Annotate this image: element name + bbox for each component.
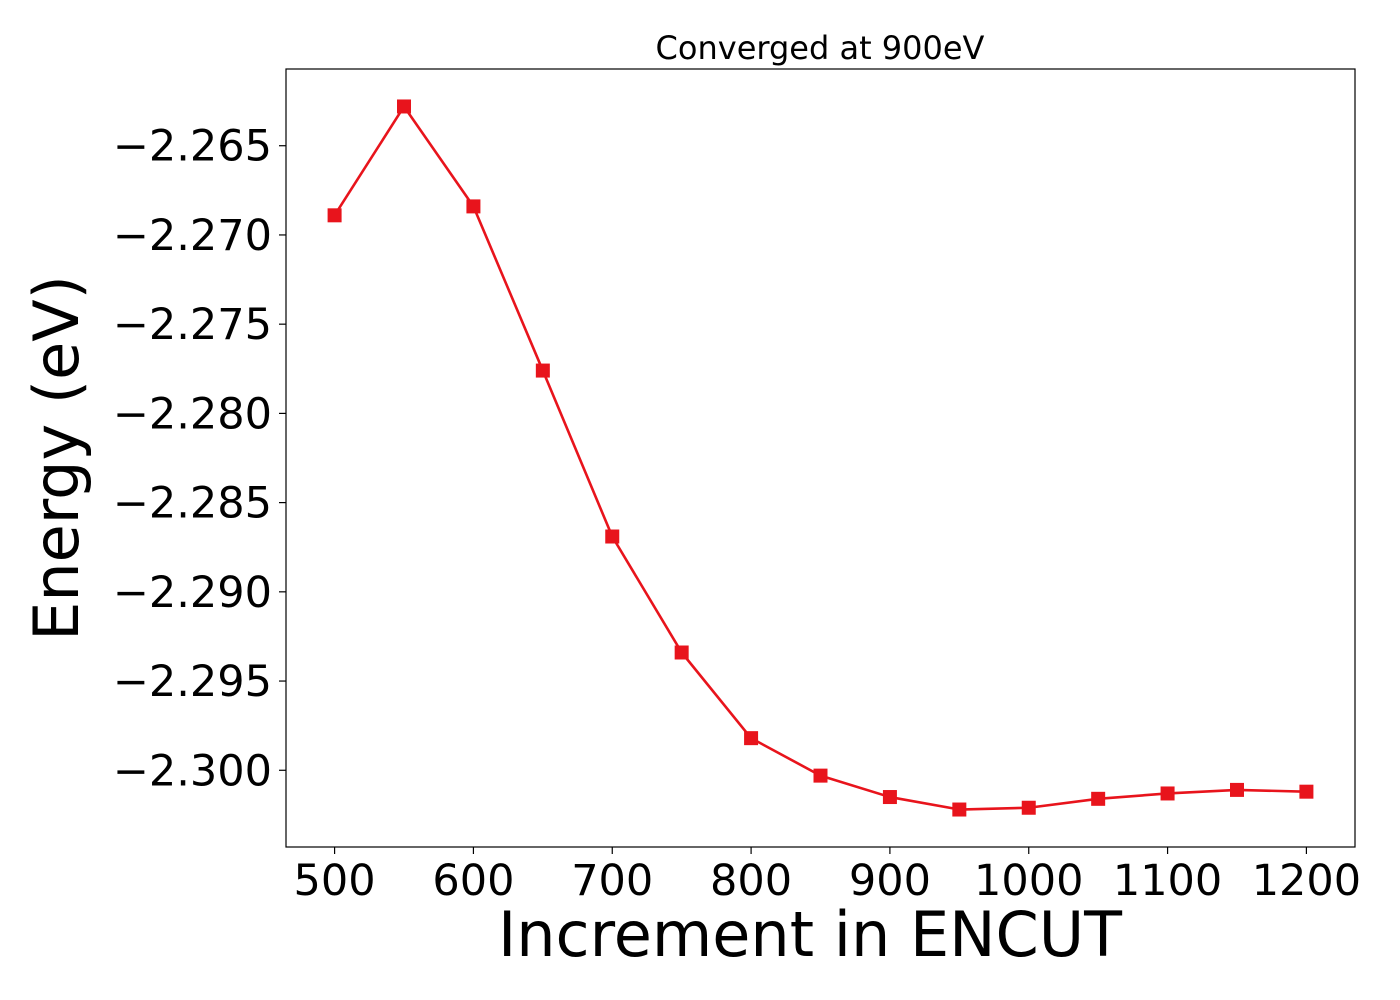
y-tick-label: −2.275 <box>113 300 272 350</box>
data-point <box>1021 800 1036 815</box>
y-tick-label: −2.280 <box>113 389 272 439</box>
data-point <box>813 768 828 783</box>
data-point <box>1160 786 1175 801</box>
x-tick-label: 1000 <box>974 856 1083 906</box>
data-point <box>744 731 759 746</box>
x-tick-label: 700 <box>571 856 653 906</box>
y-tick-label: −2.285 <box>113 479 272 529</box>
x-tick-label: 500 <box>294 856 376 906</box>
data-point <box>1091 791 1106 806</box>
x-tick-label: 1100 <box>1113 856 1222 906</box>
data-point <box>605 529 620 544</box>
chart-title: Converged at 900eV <box>656 29 985 67</box>
y-tick-label: −2.270 <box>113 211 272 261</box>
data-point <box>882 790 897 805</box>
data-point <box>1299 784 1314 799</box>
data-point <box>1229 782 1244 797</box>
x-tick-label: 900 <box>849 856 931 906</box>
x-tick-label: 800 <box>710 856 792 906</box>
x-axis: 500 600 700 800 900 1000 1100 1200 <box>294 847 1361 906</box>
data-point <box>952 802 967 817</box>
x-tick-label: 1200 <box>1252 856 1361 906</box>
plot-frame <box>285 68 1356 848</box>
y-tick-label: −2.300 <box>113 746 272 796</box>
y-tick-label: −2.290 <box>113 568 272 618</box>
data-point <box>397 99 412 114</box>
y-tick-label: −2.265 <box>113 122 272 172</box>
y-axis-title: Energy (eV) <box>20 275 93 641</box>
data-point <box>674 645 689 660</box>
x-axis-title: Increment in ENCUT <box>498 898 1123 971</box>
data-point <box>535 363 550 378</box>
data-point <box>327 208 342 223</box>
y-tick-label: −2.295 <box>113 657 272 707</box>
y-axis: −2.265 −2.270 −2.275 −2.280 −2.285 −2.290 −2.2… <box>113 122 286 796</box>
series-layer <box>327 99 1314 817</box>
data-point <box>466 199 481 214</box>
x-tick-label: 600 <box>432 856 514 906</box>
